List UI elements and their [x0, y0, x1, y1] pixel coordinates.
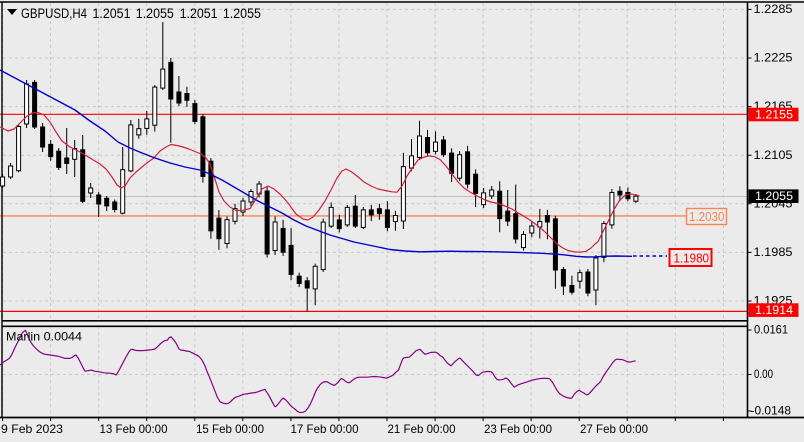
svg-text:0.0161: 0.0161 — [754, 323, 788, 337]
svg-text:1.2105: 1.2105 — [754, 148, 793, 162]
svg-text:1.1985: 1.1985 — [754, 245, 793, 259]
svg-text:1.2285: 1.2285 — [754, 2, 793, 16]
svg-text:1.1980: 1.1980 — [674, 251, 710, 266]
svg-text:1.2055: 1.2055 — [136, 6, 174, 21]
svg-text:1.2055: 1.2055 — [223, 6, 261, 21]
svg-text:GBPUSD,H4: GBPUSD,H4 — [21, 6, 87, 21]
svg-text:15 Feb 00:00: 15 Feb 00:00 — [196, 422, 264, 436]
svg-text:13 Feb 00:00: 13 Feb 00:00 — [100, 422, 168, 436]
svg-text:1.2225: 1.2225 — [754, 51, 793, 65]
svg-text:1.2155: 1.2155 — [755, 107, 793, 121]
svg-text:1.2030: 1.2030 — [689, 210, 725, 224]
svg-text:1.2051: 1.2051 — [180, 6, 218, 21]
svg-text:21 Feb 00:00: 21 Feb 00:00 — [388, 422, 456, 436]
svg-text:23 Feb 00:00: 23 Feb 00:00 — [484, 422, 552, 436]
svg-text:1.2055: 1.2055 — [755, 189, 793, 203]
svg-text:0.00: 0.00 — [754, 367, 773, 381]
svg-text:1.1914: 1.1914 — [755, 303, 793, 317]
svg-text:1.2051: 1.2051 — [93, 6, 131, 21]
svg-text:17 Feb 00:00: 17 Feb 00:00 — [291, 422, 359, 436]
svg-text:9 Feb 2023: 9 Feb 2023 — [1, 422, 63, 436]
svg-text:-0.0148: -0.0148 — [751, 404, 792, 418]
svg-text:Marlin 0.0044: Marlin 0.0044 — [6, 330, 82, 344]
svg-text:27 Feb 00:00: 27 Feb 00:00 — [580, 422, 648, 436]
